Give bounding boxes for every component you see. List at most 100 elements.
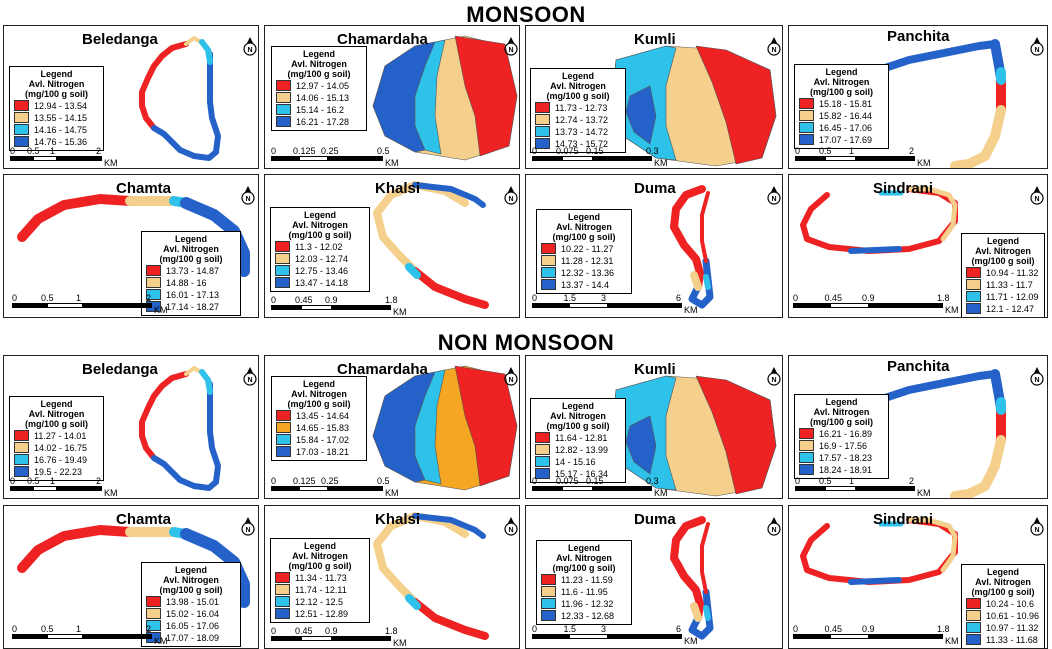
scale-unit: KM: [917, 158, 931, 168]
svg-text:N: N: [771, 377, 776, 384]
map-zone: [414, 369, 446, 485]
legend-label: 14.88 - 16: [166, 277, 207, 288]
legend-label: 16.9 - 17.56: [819, 440, 868, 451]
legend-item: 12.82 - 13.99: [535, 444, 621, 455]
scale-bar-graphic: [271, 305, 391, 310]
map-panel-sindrani: Sindrani N Legend Avl. Nitrogen (mg/100 g so…: [788, 505, 1048, 649]
scale-bar: 0 0.5 1 2 KM: [795, 476, 931, 498]
legend-label: 15.18 - 15.81: [819, 98, 873, 109]
legend-swatch: [276, 434, 291, 445]
scale-unit: KM: [104, 488, 118, 498]
legend-swatch: [535, 468, 550, 479]
map-shape: [611, 375, 777, 497]
legend-swatch: [799, 428, 814, 439]
svg-text:N: N: [245, 196, 250, 203]
scale-segment: [592, 157, 651, 160]
legend-swatch: [799, 110, 814, 121]
scale-bar: 0 0.5 1 2 KM: [12, 293, 168, 315]
legend-label: 14.06 - 15.13: [296, 92, 350, 103]
scale-segment: [56, 157, 101, 160]
north-arrow-icon: N: [504, 517, 518, 536]
legend-label: 16.21 - 16.89: [819, 428, 873, 439]
scale-bar-graphic: [532, 156, 652, 161]
scale-tick-label: 1.5: [563, 293, 577, 303]
map-zone: [411, 267, 489, 309]
legend-swatch: [146, 277, 161, 288]
legend-swatch: [535, 432, 550, 443]
legend-title: Legend: [986, 567, 1019, 577]
map-zone: [695, 45, 777, 165]
legend-item: 11.33 - 11.68: [966, 634, 1040, 645]
scale-tick-label: 0: [10, 476, 16, 486]
legend-label: 12.75 - 13.46: [295, 265, 349, 276]
legend-swatch: [535, 138, 550, 149]
legend-swatch: [276, 410, 291, 421]
scale-tick-label: 0: [12, 293, 18, 303]
scale-bar-graphic: [795, 156, 915, 161]
scale-unit: KM: [684, 305, 698, 315]
scale-tick-label: 2: [146, 293, 152, 303]
legend-label: 16.01 - 17.13: [166, 289, 220, 300]
legend-item: 12.97 - 14.05: [276, 80, 362, 91]
scale-segment: [47, 304, 82, 307]
legend-swatch: [799, 134, 814, 145]
legend-swatch: [276, 422, 291, 433]
legend-item: 11.96 - 12.32: [541, 598, 627, 609]
legend-item: 14.06 - 15.13: [276, 92, 362, 103]
legend-unit: (mg/100 g soil): [24, 89, 88, 99]
scale-bar: 0 0.125 0.25 0.5 KM: [271, 146, 399, 168]
legend-unit: (mg/100 g soil): [809, 87, 873, 97]
legend-label: 11.27 - 14.01: [34, 430, 87, 441]
legend-swatch: [535, 126, 550, 137]
map-panel-khalsi: Khalsi N Legend Avl. Nitrogen (mg/100 g soil…: [264, 505, 520, 649]
svg-text:N: N: [508, 377, 513, 384]
legend-item: 14.16 - 14.75: [14, 124, 99, 135]
scale-tick-label: 0: [793, 624, 799, 634]
legend-title: Legend: [303, 541, 336, 551]
legend-subtitle: Avl. Nitrogen: [550, 411, 606, 421]
legend-label: 12.12 - 12.5: [295, 596, 344, 607]
scale-segment: [533, 635, 570, 638]
scale-unit: KM: [654, 158, 668, 168]
scale-segment: [33, 157, 56, 160]
map-legend: Legend Avl. Nitrogen (mg/100 g soil) 11.23 …: [536, 540, 632, 625]
legend-label: 12.1 - 12.47: [986, 303, 1035, 314]
legend-title: Legend: [302, 379, 335, 389]
legend-item: 12.33 - 12.68: [541, 610, 627, 621]
panel-title: Kumli: [634, 31, 676, 48]
legend-title: Legend: [561, 401, 594, 411]
legend-label: 15.84 - 17.02: [296, 434, 350, 445]
legend-item: 17.07 - 17.69: [799, 134, 884, 145]
scale-bar-graphic: [271, 156, 383, 161]
north-arrow-icon: N: [767, 517, 781, 536]
legend-swatch: [275, 241, 290, 252]
legend-unit: (mg/100 g soil): [24, 419, 88, 429]
scale-bar: 0 0.45 0.9 1.8 KM: [271, 626, 407, 648]
legend-item: 14.65 - 15.83: [276, 422, 362, 433]
scale-segment: [533, 157, 563, 160]
legend-item: 13.73 - 14.72: [535, 126, 621, 137]
scale-tick-label: 0.45: [295, 295, 313, 305]
map-zone: [625, 85, 657, 145]
scale-bar-graphic: [10, 156, 102, 161]
legend-swatch: [14, 466, 29, 477]
scale-segment: [13, 635, 48, 638]
legend-label: 12.32 - 13.36: [561, 267, 615, 278]
scale-segment: [868, 635, 942, 638]
map-legend: Legend Avl. Nitrogen (mg/100 g soil) 13.45 …: [271, 376, 367, 461]
scale-segment: [299, 157, 327, 160]
map-legend: Legend Avl. Nitrogen (mg/100 g soil) 11.64 …: [530, 398, 626, 483]
legend-label: 11.33 - 11.68: [986, 634, 1038, 645]
scale-tick-label: 2: [909, 146, 915, 156]
legend-item: 12.03 - 12.74: [275, 253, 365, 264]
panel-title: Sindrani: [873, 180, 934, 197]
map-legend: Legend Avl. Nitrogen (mg/100 g soil) 11.3 -…: [270, 207, 370, 292]
panel-title: Chamardaha: [337, 361, 428, 378]
panel-title: Khalsi: [375, 511, 421, 528]
map-legend: Legend Avl. Nitrogen (mg/100 g soil) 13.98 …: [141, 562, 241, 647]
scale-tick-labels: 0 0.45 0.9 1.8: [271, 626, 398, 636]
map-zone: [800, 517, 958, 585]
scale-tick-labels: 0 1.5 3 6: [532, 293, 682, 303]
legend-item: 13.55 - 14.15: [14, 112, 99, 123]
scale-bar: 0 0.125 0.25 0.5 KM: [271, 476, 399, 498]
